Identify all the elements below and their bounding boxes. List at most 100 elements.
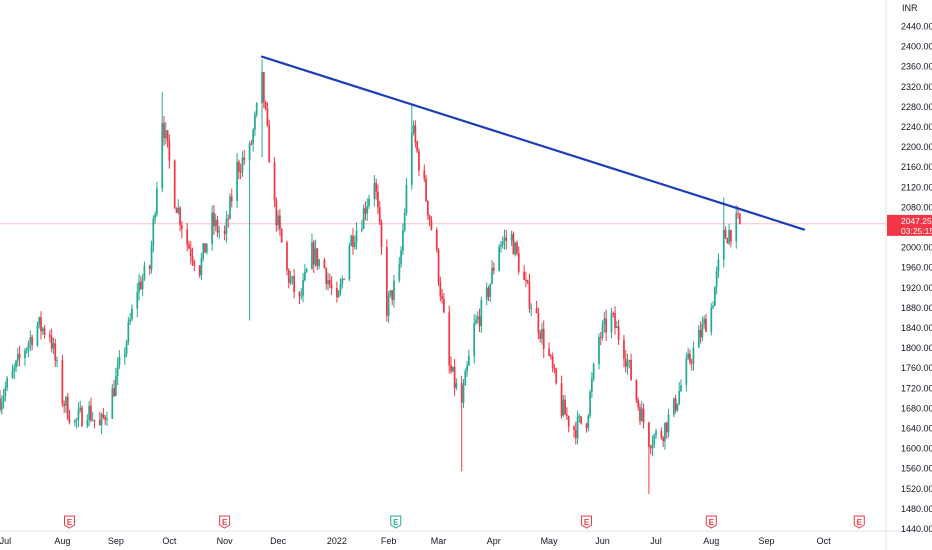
candle-body (378, 207, 381, 223)
trendline[interactable] (260, 55, 806, 231)
candle-body (689, 353, 691, 363)
candle-body (314, 248, 317, 265)
candle-body (539, 332, 542, 339)
candle-body (337, 291, 340, 298)
candle-body (31, 337, 33, 346)
candle-body (328, 279, 331, 285)
price-tick-label: 2120.00 (901, 182, 932, 192)
candle-body (339, 284, 342, 292)
candle-body (136, 292, 139, 309)
candle-body (405, 184, 408, 213)
candle-body (387, 295, 390, 316)
candle-body (373, 182, 376, 199)
price-tick-label: 1920.00 (901, 283, 932, 293)
candle-body (261, 72, 263, 104)
candle-body (450, 365, 452, 372)
candle-body (525, 279, 527, 281)
candle-body (125, 341, 128, 354)
candle-body (327, 279, 329, 284)
earnings-marker-label: E (857, 518, 863, 527)
candle-body (487, 287, 490, 297)
candle-body (676, 403, 679, 411)
candle-body (603, 318, 606, 325)
candle-body (375, 182, 378, 192)
candle-body (637, 400, 640, 408)
candle-body (293, 276, 296, 293)
time-tick-label: Jun (595, 536, 610, 546)
candle-body (451, 366, 454, 372)
time-axis[interactable]: Jul Aug Sep Oct Nov Dec 2022 Feb Mar Apr May Jun Jul… (0, 536, 831, 546)
candle-body (216, 219, 219, 233)
candle-body (198, 265, 201, 276)
candle-body (492, 267, 495, 271)
candle-body (302, 280, 304, 296)
candle-body (2, 395, 5, 402)
candle-body (722, 229, 725, 260)
candle-body (630, 359, 632, 380)
candle-body (642, 408, 645, 423)
candle-body (102, 414, 105, 417)
candle-body (138, 281, 140, 293)
candle-body (286, 242, 288, 271)
candle-body (166, 130, 169, 141)
candle-body (648, 422, 650, 447)
candle-body (628, 359, 631, 362)
price-tick-label: 2320.00 (901, 82, 932, 92)
price-tick-label: 1960.00 (901, 263, 932, 273)
candle-body (514, 242, 517, 255)
candle-body (400, 250, 402, 265)
candle-body (236, 161, 238, 201)
price-tick-label: 1640.00 (901, 423, 932, 433)
candle-body (428, 215, 431, 221)
candle-body (364, 208, 367, 214)
candle-body (587, 415, 590, 428)
candle-body (485, 287, 488, 300)
earnings-marker-label: E (222, 518, 228, 527)
time-tick-label: Nov (217, 536, 234, 546)
candle-body (163, 123, 165, 139)
candle-body (54, 343, 57, 361)
time-tick-label: Aug (54, 536, 70, 546)
candle-body (738, 213, 741, 224)
candle-body (214, 219, 217, 227)
candle-body (111, 388, 114, 419)
candle-body (389, 290, 392, 296)
candle-body (13, 367, 16, 371)
candle-body (549, 355, 552, 357)
candle-body (505, 237, 508, 241)
candle-body (200, 257, 203, 276)
candle-body (500, 244, 502, 247)
candle-body (562, 399, 565, 416)
candle-body (680, 385, 682, 391)
candle-body (98, 420, 101, 426)
candle-body (305, 269, 308, 272)
candle-body (179, 207, 181, 226)
earnings-marker (581, 515, 593, 529)
currency-label: INR (902, 3, 918, 13)
candle-body (52, 343, 55, 349)
candle-body (441, 296, 443, 300)
candle-body (73, 420, 76, 423)
candle-body (705, 318, 707, 333)
candle-body (311, 242, 313, 270)
time-tick-label: May (541, 536, 559, 546)
candle-body (439, 282, 442, 297)
candle-body (599, 336, 602, 338)
price-tick-label: 2160.00 (901, 162, 932, 172)
candle-body (154, 214, 156, 219)
candle-body (273, 162, 276, 201)
earnings-marker (390, 515, 402, 529)
candle-body (268, 125, 271, 163)
price-tick-label: 2080.00 (901, 202, 932, 212)
candle-body (402, 230, 404, 251)
time-tick-label: Sep (108, 536, 124, 546)
candlestick-series (0, 59, 741, 494)
candle-body (687, 353, 689, 359)
candle-body (614, 313, 616, 328)
candle-body (416, 141, 419, 152)
candle-body (287, 270, 290, 283)
candle-body (589, 391, 591, 416)
price-tick-label: 1880.00 (901, 303, 932, 313)
